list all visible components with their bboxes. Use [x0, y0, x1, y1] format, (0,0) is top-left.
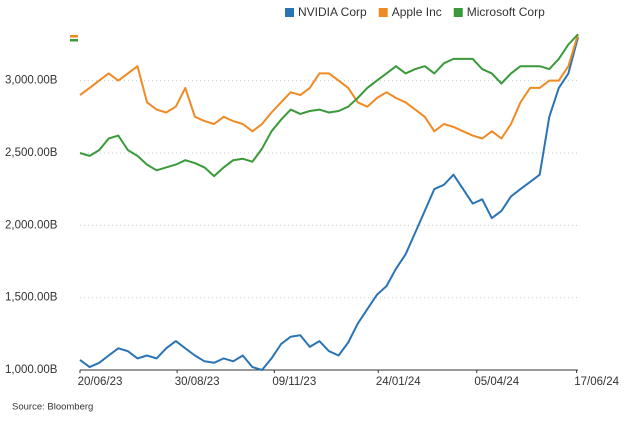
series-line [79, 33, 579, 178]
x-tick-label: 05/04/24 [474, 376, 519, 388]
x-tick-label: 30/08/23 [175, 376, 220, 388]
legend-swatch [285, 8, 294, 17]
x-tick-label: 09/11/23 [272, 376, 316, 388]
source-note: Source: Bloomberg [12, 402, 93, 413]
legend-label: Microsoft Corp [467, 5, 545, 19]
y-tick-label: 3,000.00B [5, 75, 58, 87]
x-tick-label: 24/01/24 [376, 376, 421, 388]
y-tick-label: 1,000.00B [5, 364, 58, 376]
legend-glyph [70, 39, 78, 42]
x-tick-label: 20/06/23 [78, 376, 123, 388]
legend-label: Apple Inc [392, 5, 442, 19]
series-line [79, 36, 579, 371]
legend-swatch [453, 8, 463, 17]
y-tick-label: 1,500.00B [5, 292, 58, 304]
legend-label: NVIDIA Corp [298, 5, 367, 19]
legend-swatch [378, 8, 388, 17]
y-tick-label: 2,500.00B [5, 147, 58, 159]
x-tick-label: 17/06/24 [574, 376, 619, 388]
legend-glyph [70, 35, 78, 38]
y-tick-label: 2,000.00B [5, 219, 58, 231]
series-line [79, 34, 579, 140]
